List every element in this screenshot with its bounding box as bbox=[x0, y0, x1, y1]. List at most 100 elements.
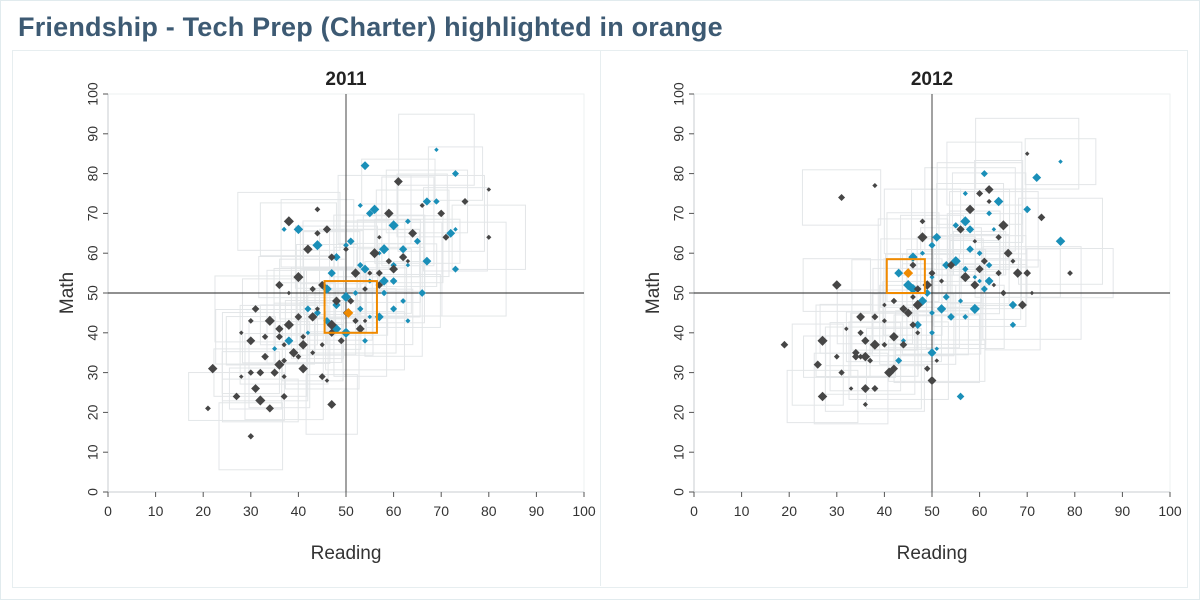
ghost-box bbox=[824, 326, 916, 395]
data-point bbox=[295, 353, 302, 360]
y-tick-label: 90 bbox=[671, 126, 687, 142]
data-point bbox=[255, 395, 266, 406]
y-tick-label: 50 bbox=[671, 285, 687, 301]
data-point bbox=[332, 296, 341, 306]
data-point bbox=[934, 358, 940, 363]
data-point bbox=[405, 258, 411, 264]
data-point bbox=[298, 363, 308, 374]
data-point bbox=[852, 352, 860, 361]
data-point bbox=[390, 305, 398, 313]
data-point bbox=[966, 245, 974, 254]
data-point bbox=[362, 318, 368, 324]
data-point bbox=[293, 272, 304, 283]
ghost-box bbox=[280, 199, 355, 268]
ghost-box bbox=[248, 321, 311, 409]
ghost-box bbox=[949, 234, 1010, 305]
data-point bbox=[314, 206, 321, 213]
data-point bbox=[239, 330, 244, 336]
data-point bbox=[360, 264, 370, 274]
data-point bbox=[247, 317, 254, 324]
data-point bbox=[281, 226, 287, 232]
data-point bbox=[903, 308, 913, 318]
data-point bbox=[947, 313, 955, 321]
data-point bbox=[1010, 258, 1016, 264]
data-point bbox=[900, 338, 907, 344]
ghost-box bbox=[237, 191, 341, 251]
data-point bbox=[270, 368, 279, 377]
data-point bbox=[442, 233, 450, 241]
x-tick-label: 10 bbox=[734, 503, 750, 519]
highlight-box bbox=[323, 280, 378, 334]
x-axis-label: Reading bbox=[311, 543, 382, 564]
data-point bbox=[388, 220, 399, 231]
ghost-box bbox=[241, 278, 298, 364]
data-point bbox=[309, 285, 316, 293]
ghost-box bbox=[791, 323, 844, 406]
data-point bbox=[486, 234, 492, 240]
data-point bbox=[451, 265, 459, 273]
data-point bbox=[986, 198, 992, 205]
x-tick-label: 30 bbox=[829, 503, 845, 519]
data-point bbox=[413, 237, 421, 245]
x-tick-label: 80 bbox=[1067, 503, 1083, 519]
y-tick-label: 40 bbox=[671, 325, 687, 341]
data-point bbox=[312, 240, 323, 251]
data-point bbox=[872, 182, 878, 189]
data-point bbox=[384, 208, 394, 219]
data-point bbox=[398, 253, 408, 262]
data-point bbox=[367, 270, 373, 276]
data-point bbox=[332, 253, 341, 262]
data-point bbox=[319, 342, 325, 348]
data-point bbox=[251, 384, 261, 393]
data-point bbox=[283, 319, 294, 330]
ghost-box bbox=[802, 258, 871, 312]
data-point bbox=[934, 346, 940, 351]
data-point bbox=[272, 346, 278, 352]
y-tick-label: 60 bbox=[85, 245, 101, 261]
ghost-box bbox=[378, 243, 438, 287]
data-point bbox=[281, 342, 287, 348]
y-tick-label: 30 bbox=[85, 365, 101, 381]
data-point bbox=[860, 384, 870, 393]
ghost-box bbox=[974, 159, 1024, 243]
data-point bbox=[385, 257, 393, 265]
data-point bbox=[486, 187, 492, 192]
y-axis-label: Math bbox=[643, 272, 664, 314]
x-tick-label: 80 bbox=[481, 503, 497, 519]
data-point bbox=[881, 318, 887, 324]
data-point bbox=[327, 399, 337, 409]
x-tick-label: 60 bbox=[972, 503, 988, 519]
data-point bbox=[304, 305, 312, 313]
data-point bbox=[362, 286, 368, 292]
x-tick-label: 0 bbox=[104, 503, 112, 519]
data-point bbox=[357, 261, 364, 269]
data-point bbox=[303, 244, 313, 254]
ghost-box bbox=[801, 169, 882, 226]
ghost-box bbox=[848, 321, 949, 400]
data-point bbox=[882, 302, 887, 308]
panel-divider bbox=[600, 50, 601, 586]
data-point bbox=[972, 274, 978, 280]
y-tick-label: 0 bbox=[85, 488, 101, 496]
data-point bbox=[283, 216, 294, 227]
x-tick-label: 50 bbox=[924, 503, 940, 519]
data-point bbox=[433, 198, 440, 205]
data-point bbox=[294, 313, 303, 321]
data-point bbox=[232, 392, 241, 401]
data-point bbox=[936, 304, 947, 314]
data-point bbox=[419, 202, 425, 209]
y-tick-label: 80 bbox=[85, 166, 101, 182]
ghost-box bbox=[365, 273, 441, 328]
x-tick-label: 100 bbox=[572, 503, 596, 519]
ghost-box bbox=[974, 248, 1061, 298]
ghost-box bbox=[221, 378, 299, 423]
ghost-box bbox=[888, 339, 986, 382]
data-point bbox=[307, 312, 318, 322]
x-tick-label: 0 bbox=[690, 503, 698, 519]
data-point bbox=[422, 256, 432, 266]
data-point bbox=[369, 204, 380, 215]
data-point bbox=[915, 330, 921, 336]
ghost-box bbox=[258, 256, 339, 299]
data-point bbox=[952, 222, 959, 229]
